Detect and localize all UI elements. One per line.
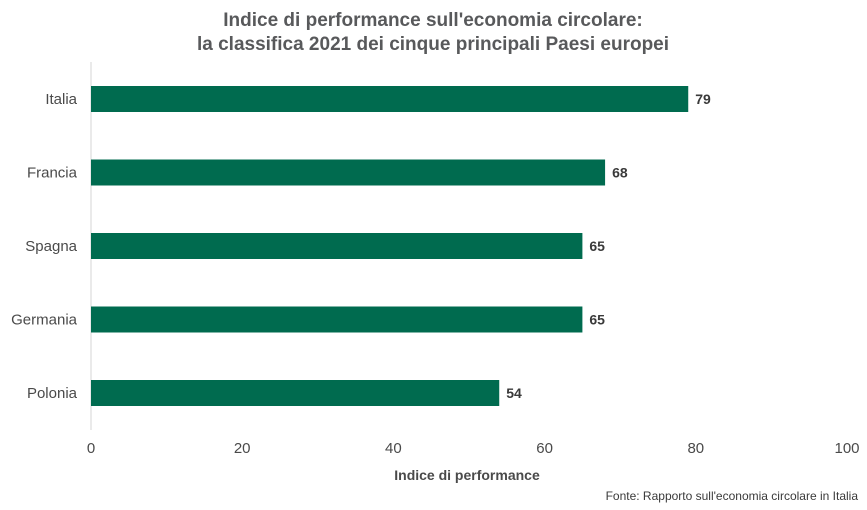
chart-title: Indice di performance sull'economia circ… <box>197 10 669 55</box>
bar <box>91 380 500 406</box>
x-axis-title: Indice di performance <box>394 467 540 483</box>
x-tick-label: 60 <box>536 440 553 457</box>
x-tick-label: 100 <box>834 440 859 457</box>
category-label: Spagna <box>25 238 77 255</box>
chart-title-line-2: la classifica 2021 dei cinque principali… <box>197 34 669 55</box>
bar <box>91 86 689 112</box>
category-label: Germania <box>11 312 78 329</box>
x-axis-ticks: 0 20 40 60 80 100 <box>87 440 860 457</box>
bar <box>91 233 583 259</box>
x-tick-label: 40 <box>385 440 402 457</box>
x-tick-label: 0 <box>87 440 95 457</box>
bar <box>91 306 583 333</box>
x-tick-label: 20 <box>234 440 251 457</box>
value-label: 79 <box>695 91 711 107</box>
value-label: 65 <box>589 238 605 254</box>
category-label: Italia <box>45 91 77 108</box>
value-label: 54 <box>506 385 522 401</box>
value-labels: 79 68 65 65 54 <box>506 91 711 401</box>
chart-title-line-1: Indice di performance sull'economia circ… <box>223 10 642 31</box>
source-note: Fonte: Rapporto sull'economia circolare … <box>606 489 859 503</box>
category-labels: Italia Francia Spagna Germania Polonia <box>11 91 78 402</box>
value-label: 65 <box>589 312 605 328</box>
value-label: 68 <box>612 165 628 181</box>
category-label: Polonia <box>27 385 78 402</box>
x-tick-label: 80 <box>687 440 704 457</box>
bars <box>91 86 689 406</box>
bar <box>91 159 606 186</box>
category-label: Francia <box>27 165 78 182</box>
